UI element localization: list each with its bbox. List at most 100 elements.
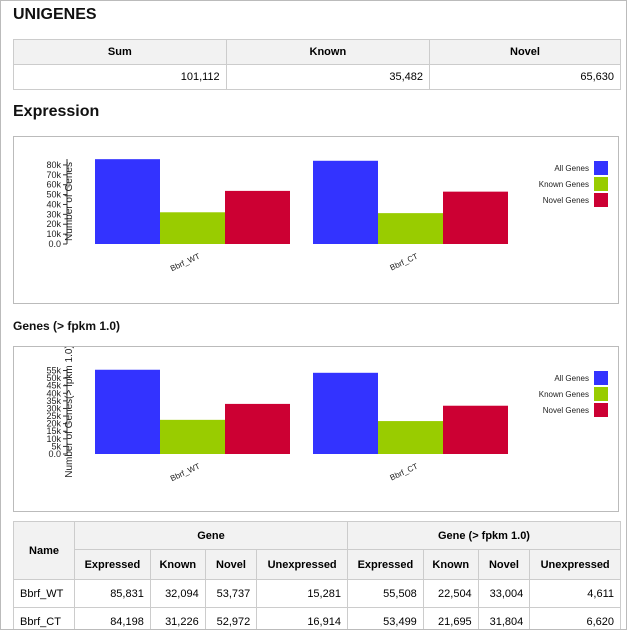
y-tick-label: 55k bbox=[46, 366, 61, 376]
table-cell: 31,804 bbox=[477, 607, 531, 629]
bar bbox=[378, 421, 443, 454]
table-cell: 21,695 bbox=[422, 607, 479, 629]
y-tick-label: 45k bbox=[46, 381, 61, 391]
y-tick-label: 25k bbox=[46, 411, 61, 421]
column-header: Name bbox=[13, 521, 75, 580]
bar bbox=[313, 372, 378, 454]
y-tick-label: 20k bbox=[46, 419, 61, 429]
table-cell: Bbrf_WT bbox=[13, 579, 75, 608]
column-header: Novel bbox=[429, 39, 621, 65]
y-tick-label: 50k bbox=[46, 373, 61, 383]
y-tick-label: 40k bbox=[46, 388, 61, 398]
y-tick-label: 40k bbox=[46, 199, 61, 209]
group-header: Gene (> fpkm 1.0) bbox=[346, 521, 622, 550]
y-tick-label: 0.0 bbox=[48, 239, 61, 249]
table-cell: 33,004 bbox=[477, 579, 531, 608]
column-header: Novel bbox=[204, 549, 258, 580]
legend-swatch bbox=[594, 387, 608, 401]
legend-swatch bbox=[594, 403, 608, 417]
table-cell: 52,972 bbox=[204, 607, 258, 629]
legend-swatch bbox=[594, 193, 608, 207]
table-cell: 53,737 bbox=[204, 579, 258, 608]
y-tick-label: 60k bbox=[46, 180, 61, 190]
chart-box: 0.0 5k 10k 15k 20k 25k 30k 35k 40k 45k 50k 55k Numbe… bbox=[13, 345, 619, 512]
x-tick-label: Bbrf_WT bbox=[169, 252, 202, 274]
table-cell: 22,504 bbox=[422, 579, 479, 608]
legend-label: All Genes bbox=[554, 374, 589, 383]
unigenes-table: Sum Known Novel 101,112 35,482 65,630 bbox=[13, 39, 621, 90]
header-row: Name Gene Gene (> fpkm 1.0) bbox=[13, 521, 622, 580]
table-cell: 101,112 bbox=[13, 64, 227, 90]
column-header: Expressed bbox=[346, 549, 424, 580]
legend-swatch bbox=[594, 161, 608, 175]
bar bbox=[160, 419, 225, 454]
table-row: Bbrf_CT 84,198 31,226 52,972 16,914 53,499 21,… bbox=[13, 607, 621, 629]
bar bbox=[443, 405, 508, 454]
y-tick-label: 80k bbox=[46, 160, 61, 170]
table-cell: 35,482 bbox=[225, 64, 431, 90]
y-tick-label: 10k bbox=[46, 229, 61, 239]
y-tick-label: 0.0 bbox=[48, 449, 61, 459]
y-tick-label: 10k bbox=[46, 434, 61, 444]
y-tick-label: 20k bbox=[46, 219, 61, 229]
legend-label: Novel Genes bbox=[543, 196, 589, 205]
bar bbox=[225, 403, 290, 454]
x-tick-label: Bbrf_CT bbox=[389, 462, 420, 483]
legend-label: Novel Genes bbox=[543, 406, 589, 415]
table-cell: 15,281 bbox=[256, 579, 348, 608]
y-axis-label: Number of Genes(> fpkm 1.0) bbox=[64, 347, 75, 478]
table-cell: Bbrf_CT bbox=[13, 607, 75, 629]
y-tick-label: 30k bbox=[46, 209, 61, 219]
bar bbox=[95, 159, 160, 244]
section-title: Genes (> fpkm 1.0) bbox=[13, 319, 121, 333]
table-cell: 55,508 bbox=[346, 579, 424, 608]
column-header: Unexpressed bbox=[529, 549, 621, 580]
y-tick-label: 30k bbox=[46, 403, 61, 413]
bar bbox=[443, 191, 508, 244]
column-header: Known bbox=[422, 549, 479, 580]
y-tick-label: 15k bbox=[46, 426, 61, 436]
column-header: Novel bbox=[477, 549, 531, 580]
table-cell: 84,198 bbox=[74, 607, 151, 629]
table-cell: 53,499 bbox=[346, 607, 424, 629]
legend-label: All Genes bbox=[554, 164, 589, 173]
table-cell: 85,831 bbox=[74, 579, 151, 608]
table-cell: 31,226 bbox=[149, 607, 206, 629]
table-cell: 32,094 bbox=[149, 579, 206, 608]
legend-swatch bbox=[594, 371, 608, 385]
column-header: Sum bbox=[13, 39, 227, 65]
y-tick-label: 50k bbox=[46, 190, 61, 200]
bar bbox=[378, 213, 443, 244]
x-tick-label: Bbrf_CT bbox=[389, 252, 420, 273]
column-header: Unexpressed bbox=[256, 549, 348, 580]
legend-swatch bbox=[594, 177, 608, 191]
bar bbox=[313, 160, 378, 244]
header-row: Expressed Known Novel Unexpressed Expressed K… bbox=[14, 549, 621, 580]
y-tick-label: 70k bbox=[46, 170, 61, 180]
bar bbox=[160, 212, 225, 244]
section-title: Expression bbox=[13, 103, 100, 120]
table-cell: 65,630 bbox=[429, 64, 621, 90]
table-cell: 6,620 bbox=[529, 607, 621, 629]
table-cell: 16,914 bbox=[256, 607, 348, 629]
bar bbox=[225, 190, 290, 244]
y-tick-label: 5k bbox=[51, 441, 61, 451]
table-row: Bbrf_WT 85,831 32,094 53,737 15,281 55,508 22,… bbox=[13, 579, 621, 608]
column-header: Known bbox=[225, 39, 431, 65]
table-cell: 4,611 bbox=[529, 579, 621, 608]
group-header: Gene bbox=[74, 521, 348, 550]
header-row: Sum Known Novel bbox=[13, 39, 621, 65]
summary-table: Name Gene Gene (> fpkm 1.0) Expressed Known N… bbox=[13, 521, 622, 629]
y-tick-label: 35k bbox=[46, 396, 61, 406]
chart-box: 0.0 10k 20k 30k 40k 50k 60k 70k 80k Number of Gen… bbox=[13, 136, 619, 304]
legend-label: Known Genes bbox=[539, 180, 589, 189]
bar bbox=[95, 369, 160, 454]
column-header: Expressed bbox=[74, 549, 151, 580]
x-tick-label: Bbrf_WT bbox=[169, 462, 202, 484]
page-title: UNIGENES bbox=[13, 6, 97, 23]
legend-label: Known Genes bbox=[539, 390, 589, 399]
column-header: Known bbox=[149, 549, 206, 580]
